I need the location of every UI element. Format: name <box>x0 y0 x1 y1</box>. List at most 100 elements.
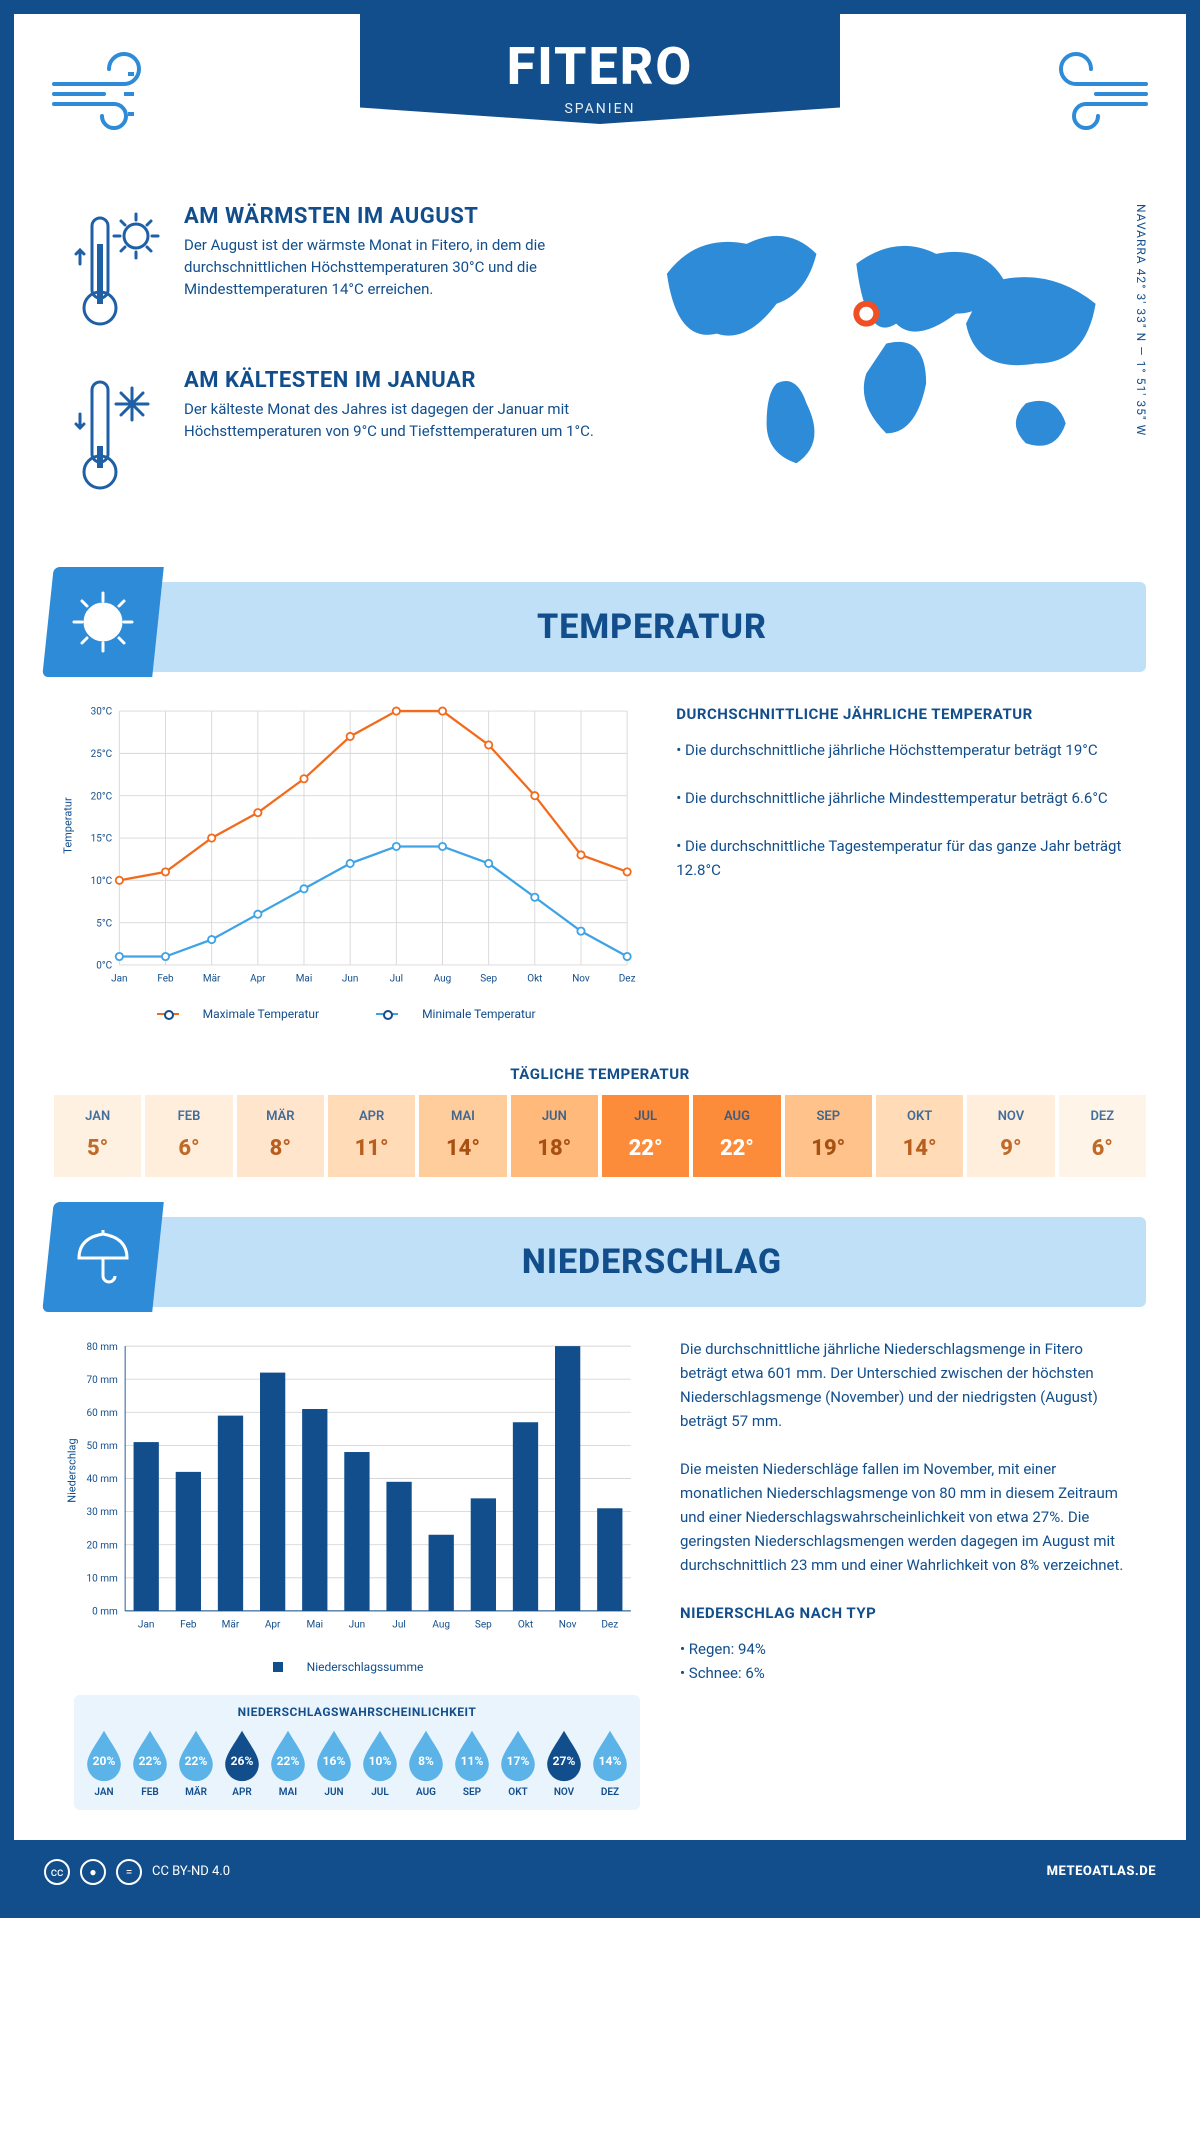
warmest-summary: AM WÄRMSTEN IM AUGUST Der August ist der… <box>74 204 597 338</box>
svg-text:10°C: 10°C <box>91 876 113 887</box>
drop-icon: 11% <box>450 1727 494 1783</box>
temperature-text: DURCHSCHNITTLICHE JÄHRLICHE TEMPERATUR •… <box>676 702 1126 1021</box>
license-text: CC BY-ND 4.0 <box>152 1864 230 1879</box>
daily-temp-cell: SEP19° <box>785 1095 872 1177</box>
world-map <box>627 204 1126 487</box>
probability-cell: 22%FEB <box>128 1727 172 1798</box>
chart-legend: Niederschlagssumme <box>74 1660 640 1675</box>
chart-ylabel: Temperatur <box>62 797 75 853</box>
drop-icon: 16% <box>312 1727 356 1783</box>
temp-bullet: • Die durchschnittliche Tagestemperatur … <box>676 834 1126 882</box>
svg-text:Apr: Apr <box>250 973 266 984</box>
svg-text:0°C: 0°C <box>96 961 112 972</box>
warmest-title: AM WÄRMSTEN IM AUGUST <box>184 204 597 229</box>
temp-bullet: • Die durchschnittliche jährliche Höchst… <box>676 738 1126 762</box>
thermometer-sun-icon <box>74 204 164 338</box>
svg-text:0 mm: 0 mm <box>92 1607 118 1618</box>
svg-text:Mai: Mai <box>296 973 313 984</box>
chart-legend: Maximale Temperatur Minimale Temperatur <box>74 1004 636 1021</box>
section-title: NIEDERSCHLAG <box>158 1242 1146 1282</box>
svg-text:40 mm: 40 mm <box>86 1474 118 1485</box>
header: FITERO SPANIEN <box>14 14 1186 194</box>
svg-text:Okt: Okt <box>527 973 542 984</box>
page: FITERO SPANIEN AM WÄRMSTEN IM AUGUST Der… <box>0 0 1200 1918</box>
svg-text:20°C: 20°C <box>91 791 113 802</box>
svg-text:Jul: Jul <box>390 973 403 984</box>
license-block: cc ● = CC BY-ND 4.0 <box>44 1859 230 1885</box>
legend-min: Minimale Temperatur <box>422 1007 536 1021</box>
svg-text:25°C: 25°C <box>91 749 113 760</box>
svg-text:Nov: Nov <box>572 973 590 984</box>
drop-icon: 26% <box>220 1727 264 1783</box>
temp-bullet: • Die durchschnittliche jährliche Mindes… <box>676 786 1126 810</box>
probability-cell: 10%JUL <box>358 1727 402 1798</box>
thermometer-snow-icon <box>74 368 164 502</box>
drop-icon: 22% <box>128 1727 172 1783</box>
daily-temp-cell: OKT14° <box>876 1095 963 1177</box>
precip-row: Niederschlag 0 mm10 mm20 mm30 mm40 mm50 … <box>14 1337 1186 1839</box>
svg-text:Apr: Apr <box>265 1619 281 1630</box>
legend-precip: Niederschlagssumme <box>307 1660 424 1674</box>
section-temperature: TEMPERATUR <box>54 582 1146 672</box>
location-title: FITERO <box>360 36 840 97</box>
coldest-summary: AM KÄLTESTEN IM JANUAR Der kälteste Mona… <box>74 368 597 502</box>
svg-text:Jul: Jul <box>392 1619 406 1630</box>
drop-icon: 10% <box>358 1727 402 1783</box>
svg-text:Jan: Jan <box>111 973 127 984</box>
section-title: TEMPERATUR <box>158 607 1146 647</box>
precip-type-heading: NIEDERSCHLAG NACH TYP <box>680 1601 1126 1625</box>
coordinates: NAVARRA 42° 3' 33" N — 1° 51' 35" W <box>1134 204 1148 532</box>
probability-cell: 11%SEP <box>450 1727 494 1798</box>
daily-temp-cell: JAN5° <box>54 1095 141 1177</box>
daily-temp-title: TÄGLICHE TEMPERATUR <box>14 1065 1186 1083</box>
chart-ylabel: Niederschlag <box>66 1439 79 1503</box>
svg-text:Sep: Sep <box>480 973 497 984</box>
sun-icon <box>42 567 164 677</box>
svg-text:Dez: Dez <box>619 973 636 984</box>
warmest-body: Der August ist der wärmste Monat in Fite… <box>184 235 597 300</box>
probability-cell: 27%NOV <box>542 1727 586 1798</box>
footer: cc ● = CC BY-ND 4.0 METEOATLAS.DE <box>14 1840 1186 1904</box>
svg-text:Mär: Mär <box>203 973 221 984</box>
daily-temp-cell: MAI14° <box>419 1095 506 1177</box>
precip-text: Die durchschnittliche jährliche Niedersc… <box>680 1337 1126 1809</box>
svg-text:Jun: Jun <box>349 1619 366 1630</box>
daily-temp-cell: APR11° <box>328 1095 415 1177</box>
temperature-row: Temperatur 0°C5°C10°C15°C20°C25°C30°CJan… <box>14 702 1186 1051</box>
probability-cell: 26%APR <box>220 1727 264 1798</box>
svg-text:10 mm: 10 mm <box>86 1574 118 1585</box>
svg-text:Jun: Jun <box>342 973 359 984</box>
daily-temp-cell: AUG22° <box>693 1095 780 1177</box>
svg-text:70 mm: 70 mm <box>86 1375 118 1386</box>
location-subtitle: SPANIEN <box>360 101 840 117</box>
probability-drops: 20%JAN22%FEB22%MÄR26%APR22%MAI16%JUN10%J… <box>82 1727 632 1798</box>
daily-temp-cell: DEZ6° <box>1059 1095 1146 1177</box>
svg-text:Aug: Aug <box>434 973 452 984</box>
svg-text:15°C: 15°C <box>91 834 113 845</box>
site-name: METEOATLAS.DE <box>1047 1864 1156 1879</box>
daily-temp-cell: FEB6° <box>145 1095 232 1177</box>
drop-icon: 8% <box>404 1727 448 1783</box>
svg-text:Jan: Jan <box>138 1619 155 1630</box>
by-icon: ● <box>80 1859 106 1885</box>
wind-icon <box>44 44 184 144</box>
legend-max: Maximale Temperatur <box>203 1007 319 1021</box>
probability-cell: 14%DEZ <box>588 1727 632 1798</box>
daily-temp-cell: JUN18° <box>511 1095 598 1177</box>
svg-text:60 mm: 60 mm <box>86 1408 118 1419</box>
probability-title: NIEDERSCHLAGSWAHRSCHEINLICHKEIT <box>82 1705 632 1719</box>
drop-icon: 20% <box>82 1727 126 1783</box>
svg-text:Dez: Dez <box>601 1619 618 1630</box>
intro-row: AM WÄRMSTEN IM AUGUST Der August ist der… <box>14 194 1186 562</box>
svg-text:80 mm: 80 mm <box>86 1342 118 1353</box>
cc-icon: cc <box>44 1859 70 1885</box>
coldest-body: Der kälteste Monat des Jahres ist dagege… <box>184 399 597 443</box>
temp-text-heading: DURCHSCHNITTLICHE JÄHRLICHE TEMPERATUR <box>676 702 1126 726</box>
svg-text:Feb: Feb <box>157 973 174 984</box>
precip-para: Die durchschnittliche jährliche Niedersc… <box>680 1337 1126 1433</box>
precip-bar-chart: Niederschlag 0 mm10 mm20 mm30 mm40 mm50 … <box>74 1337 640 1651</box>
svg-text:Feb: Feb <box>180 1619 197 1630</box>
probability-cell: 8%AUG <box>404 1727 448 1798</box>
title-ribbon: FITERO SPANIEN <box>360 14 840 124</box>
probability-cell: 20%JAN <box>82 1727 126 1798</box>
